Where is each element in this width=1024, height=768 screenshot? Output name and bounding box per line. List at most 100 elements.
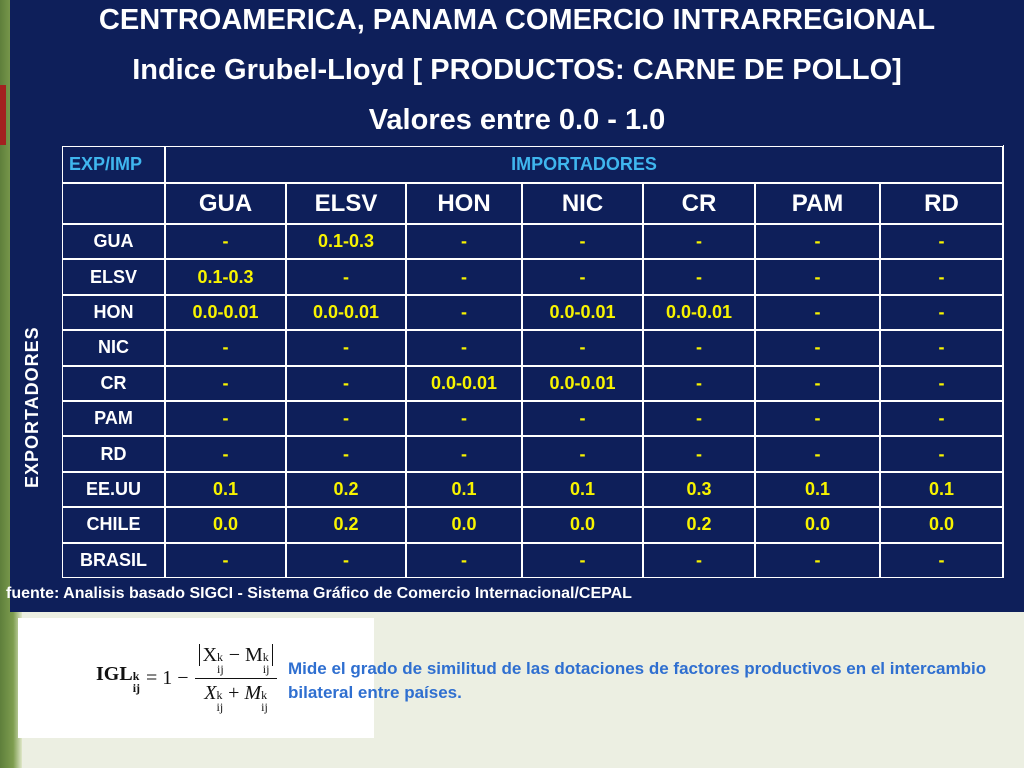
table-cell: - xyxy=(406,436,522,472)
table-cell: - xyxy=(755,330,880,366)
table-cell: - xyxy=(286,330,406,366)
table-cell: - xyxy=(643,401,755,437)
table-cell: - xyxy=(643,330,755,366)
table-cell: - xyxy=(522,542,643,578)
column-header-rd: RD xyxy=(880,183,1003,224)
table-cell: 0.1-0.3 xyxy=(286,224,406,260)
table-cell: - xyxy=(165,401,286,437)
row-label-hon: HON xyxy=(62,294,165,331)
table-cell: - xyxy=(286,401,406,437)
table-cell: - xyxy=(406,542,522,578)
table-cell: - xyxy=(880,330,1003,366)
table-cell: - xyxy=(165,436,286,472)
table-cell: - xyxy=(165,365,286,401)
table-cell: - xyxy=(880,436,1003,472)
table-cell: 0.2 xyxy=(286,507,406,543)
row-label-gua: GUA xyxy=(62,224,165,260)
table-cell: - xyxy=(522,330,643,366)
table-cell: - xyxy=(643,542,755,578)
row-label-rd: RD xyxy=(62,436,165,472)
table-cell: 0.0 xyxy=(522,507,643,543)
column-header-elsv: ELSV xyxy=(286,183,406,224)
table-cell: - xyxy=(406,401,522,437)
formula-lhs: IGL k ij xyxy=(96,663,141,695)
table-cell: - xyxy=(755,294,880,331)
table-cell: - xyxy=(286,436,406,472)
table-cell: - xyxy=(406,224,522,260)
table-cell: 0.0-0.01 xyxy=(165,294,286,331)
table-cell: - xyxy=(755,365,880,401)
row-label-cr: CR xyxy=(62,365,165,401)
table-cell: - xyxy=(880,365,1003,401)
table-cell: - xyxy=(406,330,522,366)
importers-header: IMPORTADORES xyxy=(165,146,1003,183)
column-header-cr: CR xyxy=(643,183,755,224)
table-cell: - xyxy=(643,436,755,472)
table-cell: - xyxy=(755,436,880,472)
table-cell: - xyxy=(286,542,406,578)
column-header-pam: PAM xyxy=(755,183,880,224)
title-line-2: Indice Grubel-Lloyd [ PRODUCTOS: CARNE D… xyxy=(132,54,902,86)
table-cell: 0.3 xyxy=(643,471,755,508)
table-cell: 0.2 xyxy=(643,507,755,543)
table-cell: 0.1 xyxy=(522,471,643,508)
table-cell: - xyxy=(880,294,1003,331)
grubel-lloyd-table: EXP/IMP IMPORTADORES GUA ELSV HON NIC CR PAM R… xyxy=(62,146,1003,578)
table-cell: - xyxy=(643,365,755,401)
table-cell: 0.1 xyxy=(165,471,286,508)
table-cell: - xyxy=(406,294,522,331)
table-cell: - xyxy=(755,401,880,437)
left-red-accent xyxy=(0,85,6,145)
table-cell: - xyxy=(880,224,1003,260)
row-label-chile: CHILE xyxy=(62,507,165,543)
table-cell: - xyxy=(880,542,1003,578)
table-cell: - xyxy=(643,259,755,295)
table-cell: 0.0 xyxy=(406,507,522,543)
title-line-3: Valores entre 0.0 - 1.0 xyxy=(368,104,666,136)
exporters-label: EXPORTADORES xyxy=(22,326,46,488)
row-label-brasil: BRASIL xyxy=(62,542,165,578)
table-cell: 0.0-0.01 xyxy=(522,365,643,401)
navy-panel xyxy=(10,0,1024,612)
table-cell: - xyxy=(522,224,643,260)
table-cell: 0.0-0.01 xyxy=(522,294,643,331)
source-note: fuente: Analisis basado SIGCI - Sistema … xyxy=(6,585,632,602)
table-cell: - xyxy=(755,259,880,295)
table-cell: - xyxy=(755,542,880,578)
row-label-nic: NIC xyxy=(62,330,165,366)
table-cell: 0.0-0.01 xyxy=(286,294,406,331)
corner-header: EXP/IMP xyxy=(62,146,165,183)
table-cell: 0.1-0.3 xyxy=(165,259,286,295)
table-cell: 0.0-0.01 xyxy=(406,365,522,401)
corner-header-lower xyxy=(62,183,165,224)
table-cell: - xyxy=(165,542,286,578)
table-cell: 0.1 xyxy=(406,471,522,508)
right-edge-strip xyxy=(1003,145,1022,578)
title-line-1: CENTROAMERICA, PANAMA COMERCIO INTRARREG… xyxy=(98,4,936,36)
table-cell: - xyxy=(522,436,643,472)
table-cell: 0.1 xyxy=(755,471,880,508)
row-label-pam: PAM xyxy=(62,401,165,437)
table-cell: 0.1 xyxy=(880,471,1003,508)
table-cell: 0.0 xyxy=(755,507,880,543)
formula-description: Mide el grado de similitud de las dotaci… xyxy=(288,659,987,702)
table-cell: - xyxy=(880,259,1003,295)
column-header-nic: NIC xyxy=(522,183,643,224)
table-cell: - xyxy=(522,259,643,295)
table-cell: - xyxy=(643,224,755,260)
column-header-hon: HON xyxy=(406,183,522,224)
table-cell: - xyxy=(286,365,406,401)
table-cell: 0.0 xyxy=(880,507,1003,543)
table-cell: - xyxy=(165,330,286,366)
table-cell: - xyxy=(406,259,522,295)
table-cell: - xyxy=(880,401,1003,437)
formula-equals: = 1 − xyxy=(146,667,189,689)
table-cell: - xyxy=(165,224,286,260)
row-label-elsv: ELSV xyxy=(62,259,165,295)
